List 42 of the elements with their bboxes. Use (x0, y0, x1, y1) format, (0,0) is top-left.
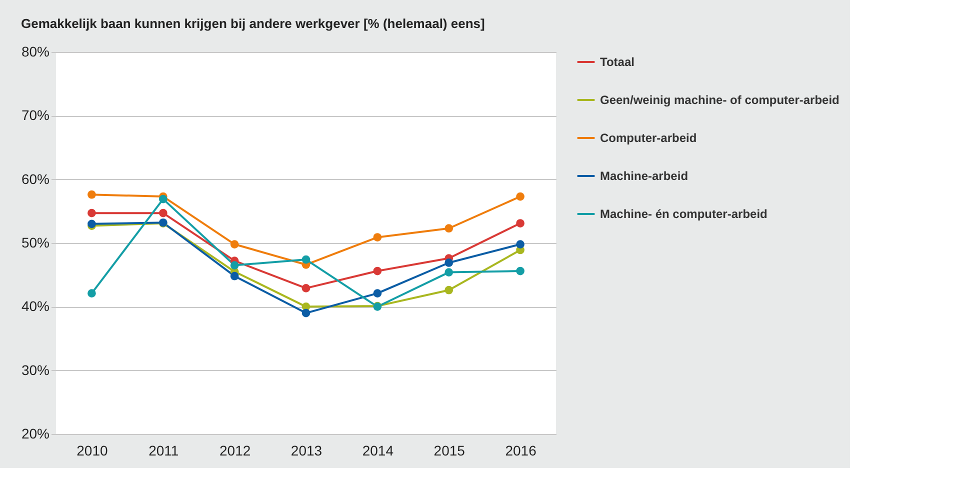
legend-label: Geen/weinig machine- of computer-arbeid (600, 93, 840, 107)
legend-label: Machine- én computer-arbeid (600, 207, 768, 221)
point (516, 219, 524, 228)
y-tick-label: 60% (21, 170, 50, 187)
point (516, 192, 524, 201)
point (302, 284, 310, 292)
y-tick-label: 80% (21, 44, 50, 60)
point (158, 194, 168, 204)
point (516, 240, 524, 248)
point (444, 224, 454, 233)
x-tick-label: 2014 (362, 442, 394, 458)
point (230, 240, 239, 248)
point (88, 289, 96, 298)
point (230, 261, 239, 270)
point (373, 266, 382, 276)
legend-label: Totaal (600, 55, 634, 69)
point (444, 268, 454, 276)
x-tick-label: 2013 (290, 442, 322, 458)
legend-label: Machine-arbeid (600, 169, 688, 183)
x-tick-label: 2010 (76, 442, 108, 458)
y-tick-label: 30% (21, 362, 50, 378)
x-tick-label: 2016 (505, 442, 537, 458)
point (302, 308, 310, 318)
x-tick-label: 2015 (434, 442, 466, 458)
point (444, 286, 454, 294)
point (516, 266, 524, 276)
point (373, 233, 382, 242)
x-tick-label: 2011 (148, 442, 179, 458)
y-tick-label: 40% (21, 298, 50, 314)
point (302, 255, 310, 264)
chart-title: Gemakkelijk baan kunnen krijgen bij andere werkgever [% (helemaal) eens] (20, 16, 485, 31)
point (230, 272, 239, 280)
y-tick-label: 70% (21, 107, 50, 124)
point (158, 208, 168, 218)
point (444, 258, 454, 267)
point (373, 289, 382, 298)
legend-label: Computer-arbeid (600, 131, 697, 145)
point (88, 190, 96, 199)
y-tick-label: 20% (21, 426, 50, 442)
x-tick-label: 2012 (219, 442, 251, 458)
point (88, 208, 96, 218)
y-tick-label: 50% (21, 234, 50, 250)
